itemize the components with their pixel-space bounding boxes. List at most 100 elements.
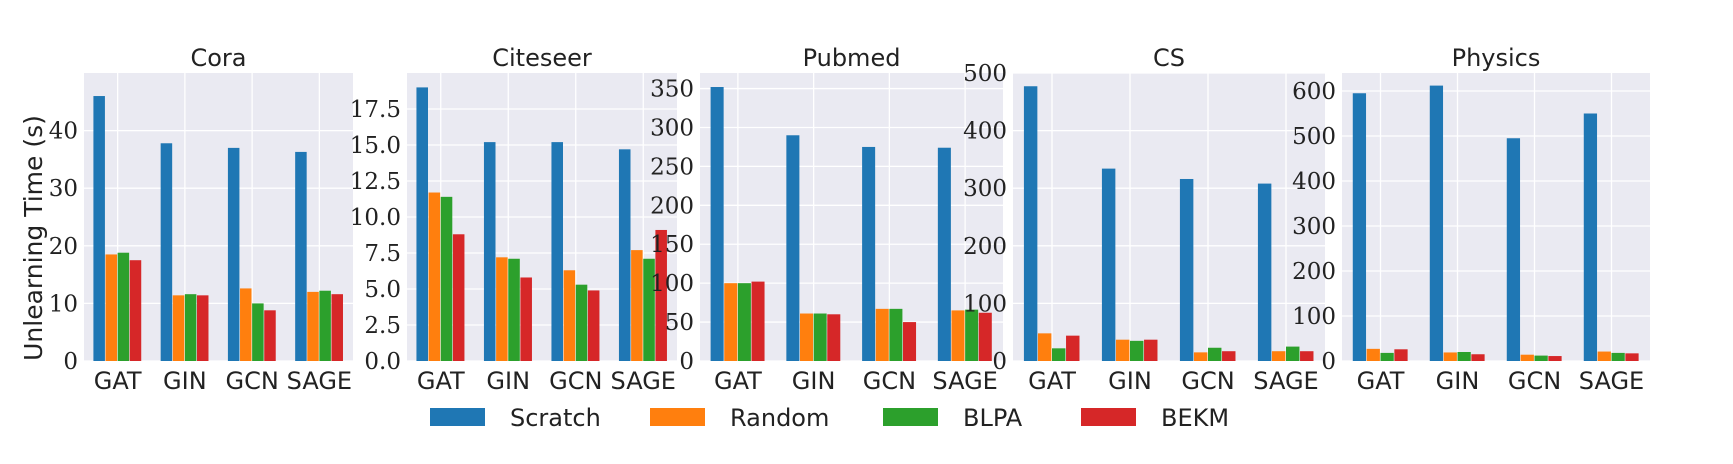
y-tick-label: 7.5 <box>364 241 401 267</box>
bar-random-gin <box>1115 339 1130 361</box>
bar-scratch-gat <box>1352 93 1367 361</box>
bar-blpa-sage <box>1611 352 1625 361</box>
bar-random-gat <box>105 254 118 361</box>
bar-scratch-gat <box>710 87 724 362</box>
bar-blpa-gcn <box>1534 355 1548 361</box>
bar-blpa-gat <box>117 252 130 361</box>
panel-title: Pubmed <box>803 44 901 72</box>
legend-swatch <box>650 408 705 426</box>
bar-bekm-gin <box>827 314 841 361</box>
bar-scratch-gin <box>786 135 800 361</box>
y-tick-label: 0 <box>63 349 78 375</box>
bar-scratch-gin <box>1101 168 1116 361</box>
x-tick-label: GIN <box>792 367 836 395</box>
bar-bekm-sage <box>655 229 667 361</box>
x-tick-label: GCN <box>1508 367 1561 395</box>
bar-scratch-gcn <box>551 142 563 361</box>
y-tick-label: 300 <box>1292 214 1336 240</box>
legend-swatch <box>1081 408 1136 426</box>
legend-item-scratch: Scratch <box>430 404 601 432</box>
y-tick-label: 400 <box>963 119 1007 145</box>
bar-bekm-gcn <box>264 310 276 361</box>
x-tick-label: GIN <box>163 367 207 395</box>
bar-scratch-gat <box>416 87 428 362</box>
bar-scratch-sage <box>618 149 631 361</box>
x-tick-label: GAT <box>714 367 762 395</box>
bar-scratch-sage <box>937 147 951 361</box>
bar-random-sage <box>631 250 643 361</box>
legend-item-blpa: BLPA <box>883 404 1023 432</box>
y-tick-label: 0 <box>679 349 694 375</box>
bar-scratch-sage <box>1583 113 1598 361</box>
legend-item-bekm: BEKM <box>1081 404 1229 432</box>
legend-label: Scratch <box>510 404 601 432</box>
bar-random-gin <box>799 313 814 361</box>
bar-bekm-sage <box>1300 351 1314 361</box>
y-tick-label: 50 <box>665 310 694 336</box>
bar-blpa-gin <box>508 258 520 361</box>
bar-scratch-gin <box>160 143 173 361</box>
bar-random-gin <box>172 295 185 361</box>
bar-random-gin <box>496 257 508 361</box>
panel-cora: 0 10 20 30 40 GAT GIN GCN SAGE Cora <box>49 44 353 395</box>
bar-blpa-gin <box>1457 352 1471 361</box>
bar-scratch-gcn <box>227 147 240 361</box>
plot-background <box>1013 73 1325 361</box>
bar-random-sage <box>951 310 965 361</box>
plot-background <box>1342 73 1650 361</box>
bar-bekm-gcn <box>1548 356 1562 361</box>
bar-bekm-gat <box>452 234 465 361</box>
bar-bekm-sage <box>1625 353 1639 361</box>
bar-bekm-gcn <box>1222 351 1236 361</box>
x-tick-label: SAGE <box>287 367 352 395</box>
y-tick-label: 300 <box>650 115 694 141</box>
x-tick-label: GIN <box>486 367 530 395</box>
bar-random-gat <box>428 192 441 361</box>
bar-blpa-gat <box>737 283 751 361</box>
y-tick-label: 0.0 <box>364 349 401 375</box>
y-tick-label: 100 <box>1292 304 1336 330</box>
y-tick-label: 40 <box>49 119 78 145</box>
bar-random-gat <box>724 283 738 361</box>
bar-blpa-gin <box>184 294 197 361</box>
y-tick-label: 200 <box>650 193 694 219</box>
bar-random-gcn <box>563 270 576 361</box>
bar-random-sage <box>1597 351 1611 361</box>
y-tick-label: 12.5 <box>350 169 401 195</box>
bar-blpa-gcn <box>575 284 588 361</box>
bar-bekm-gin <box>196 295 209 361</box>
x-tick-label: SAGE <box>1253 367 1318 395</box>
y-axis-label: Unlearning Time (s) <box>19 115 48 361</box>
bar-random-gcn <box>1193 352 1208 361</box>
bar-random-sage <box>307 291 319 361</box>
bar-random-gcn <box>875 308 889 361</box>
bar-random-gin <box>1443 352 1457 361</box>
y-tick-label: 30 <box>49 176 78 202</box>
y-tick-label: 10.0 <box>350 205 401 231</box>
bar-random-sage <box>1271 351 1286 361</box>
y-tick-label: 600 <box>1292 79 1336 105</box>
y-tick-label: 10 <box>49 291 78 317</box>
legend-swatch <box>883 408 938 426</box>
bar-scratch-gat <box>1023 86 1038 362</box>
y-tick-label: 500 <box>963 61 1007 87</box>
y-tick-label: 5.0 <box>364 277 401 303</box>
bar-bekm-gcn <box>903 322 917 361</box>
x-tick-label: GCN <box>1181 367 1234 395</box>
legend-swatch <box>430 408 485 426</box>
bar-scratch-sage <box>295 151 307 361</box>
y-tick-label: 150 <box>650 232 694 258</box>
bar-bekm-gin <box>1471 354 1485 361</box>
y-tick-label: 300 <box>963 176 1007 202</box>
bar-blpa-gcn <box>252 303 264 361</box>
x-tick-label: GCN <box>863 367 916 395</box>
y-tick-label: 17.5 <box>350 97 401 123</box>
panel-title: CS <box>1153 44 1185 72</box>
panel-title: Citeseer <box>492 44 592 72</box>
legend-label: BEKM <box>1161 404 1229 432</box>
y-tick-label: 400 <box>1292 169 1336 195</box>
bar-bekm-gat <box>751 281 765 361</box>
x-tick-label: GCN <box>549 367 602 395</box>
bar-bekm-gat <box>129 260 142 361</box>
legend-item-random: Random <box>650 404 829 432</box>
